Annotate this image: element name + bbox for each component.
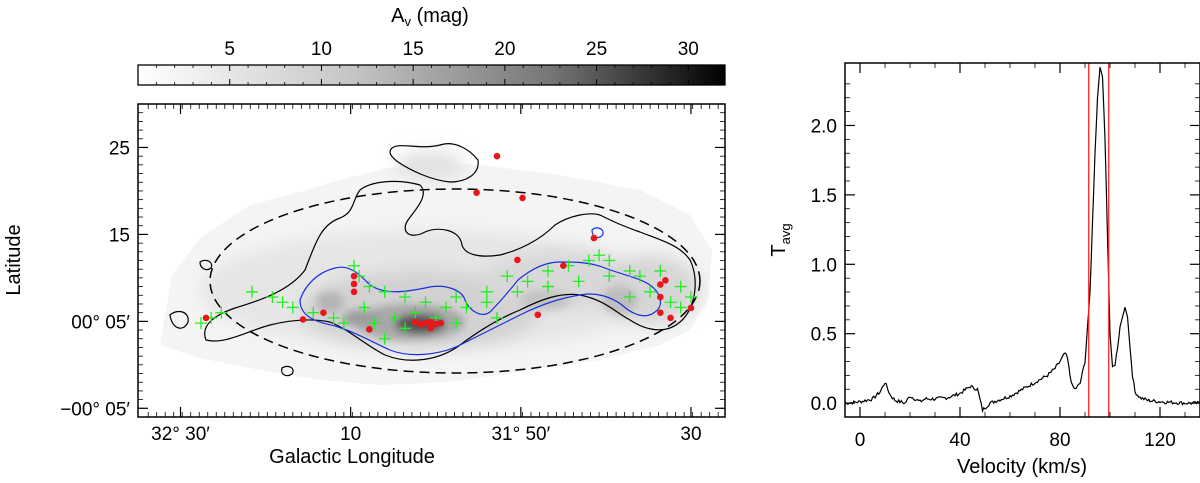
clump-marker bbox=[560, 262, 567, 269]
clump-marker bbox=[438, 320, 445, 327]
extinction-image bbox=[160, 144, 712, 385]
spectrum-y-label: Tavg bbox=[768, 223, 793, 256]
clump-marker bbox=[366, 326, 373, 333]
clump-marker bbox=[535, 311, 542, 318]
spectrum-y-tick-label: 0.0 bbox=[811, 394, 837, 415]
spectrum-y-tick-label: 1.0 bbox=[811, 255, 837, 276]
spectrum-x-tick-label: 0 bbox=[855, 430, 866, 451]
map-y-tick-label: 00° 05′ bbox=[71, 312, 130, 333]
clump-marker bbox=[473, 189, 480, 196]
colorbar-tick-label: 30 bbox=[678, 39, 699, 60]
colorbar-tick-label: 10 bbox=[311, 39, 332, 60]
colorbar: Av (mag) 5 10 15 20 25 30 bbox=[138, 5, 725, 85]
colorbar-tick-label: 20 bbox=[494, 39, 515, 60]
map-y-tick-label: 25 bbox=[109, 138, 130, 159]
map-x-tick-label: 32° 30′ bbox=[151, 424, 210, 445]
map-y-label: Latitude bbox=[3, 224, 25, 295]
spectrum-frame bbox=[845, 63, 1200, 417]
colorbar-tick-label: 15 bbox=[403, 39, 424, 60]
spectrum-panel: 0 40 80 120 0.0 0.5 1.0 1.5 2.0 Velocity (km/s)… bbox=[768, 63, 1200, 478]
clump-marker bbox=[351, 273, 358, 280]
clump-marker bbox=[657, 294, 664, 301]
colorbar-tick-label: 5 bbox=[224, 39, 235, 60]
map-x-tick-label: 10 bbox=[340, 424, 361, 445]
spectrum-y-tick-label: 0.5 bbox=[811, 325, 837, 346]
clump-marker bbox=[519, 195, 526, 202]
clump-marker bbox=[657, 281, 664, 288]
map-x-label: Galactic Longitude bbox=[269, 446, 435, 468]
spectrum-line bbox=[845, 67, 1200, 411]
spectrum-y-ticks: 0.0 0.5 1.0 1.5 2.0 bbox=[811, 84, 1200, 417]
clump-marker bbox=[514, 257, 521, 264]
clump-marker bbox=[300, 316, 307, 323]
clump-marker bbox=[427, 325, 434, 332]
clump-marker bbox=[667, 315, 674, 322]
figure: Av (mag) 5 10 15 20 25 30 bbox=[0, 0, 1200, 483]
map-x-tick-label: 31° 50′ bbox=[491, 424, 550, 445]
spectrum-x-tick-label: 120 bbox=[1144, 430, 1176, 451]
spectrum-x-tick-label: 80 bbox=[1049, 430, 1070, 451]
clump-marker bbox=[662, 277, 669, 284]
spectrum-y-tick-label: 1.5 bbox=[811, 186, 837, 207]
clump-marker bbox=[351, 289, 358, 296]
map-x-tick-label: 30 bbox=[680, 424, 701, 445]
clump-marker bbox=[688, 305, 695, 312]
map-y-tick-label: 15 bbox=[109, 225, 130, 246]
clump-marker bbox=[320, 309, 327, 316]
clump-marker bbox=[494, 153, 501, 160]
spectrum-x-label: Velocity (km/s) bbox=[957, 456, 1087, 478]
clump-marker bbox=[203, 315, 210, 322]
spectrum-x-tick-label: 40 bbox=[949, 430, 970, 451]
clump-marker bbox=[591, 235, 598, 242]
clump-marker bbox=[657, 309, 664, 316]
clump-marker bbox=[351, 281, 358, 288]
colorbar-tick-label: 25 bbox=[586, 39, 607, 60]
map-y-tick-label: −00° 05′ bbox=[60, 399, 130, 420]
extinction-map-panel: 32° 30′ 10 31° 50′ 30 25 15 00° 05′ −00° 05′ G… bbox=[3, 104, 725, 468]
colorbar-title: Av (mag) bbox=[391, 5, 469, 29]
spectrum-y-tick-label: 2.0 bbox=[811, 116, 837, 137]
